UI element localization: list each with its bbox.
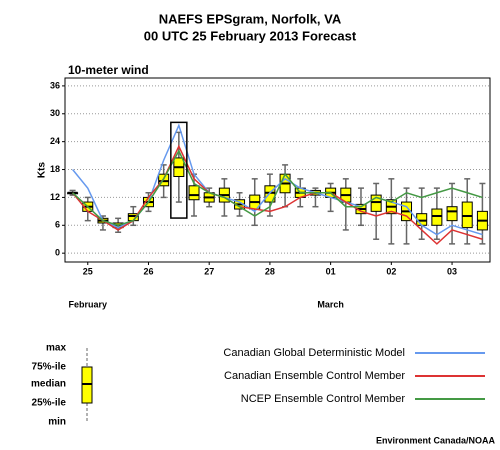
- x-tick-label: 03: [447, 266, 457, 276]
- box: [188, 185, 200, 201]
- credit: Environment Canada/NOAA: [376, 435, 496, 445]
- y-tick-label: 0: [55, 248, 60, 258]
- chart-title: NAEFS EPSgram, Norfolk, VA: [159, 11, 342, 26]
- box: [461, 201, 473, 229]
- x-tick-label: 28: [265, 266, 275, 276]
- x-tick-label: 02: [386, 266, 396, 276]
- y-tick-label: 36: [50, 80, 60, 90]
- x-tick-label: 26: [143, 266, 153, 276]
- box: [446, 206, 458, 222]
- box-key-label: min: [48, 417, 66, 428]
- month-label: February: [69, 299, 108, 309]
- y-tick-label: 12: [50, 192, 60, 202]
- legend-label: Canadian Ensemble Control Member: [224, 370, 405, 382]
- box: [416, 213, 428, 226]
- chart-subtitle: 00 UTC 25 February 2013 Forecast: [144, 28, 357, 43]
- box-key-label: max: [46, 343, 66, 354]
- x-tick-label: 25: [83, 266, 93, 276]
- series-line: [72, 144, 483, 245]
- y-tick-label: 6: [55, 220, 60, 230]
- y-axis-label: Kts: [37, 162, 48, 179]
- y-tick-label: 30: [50, 108, 60, 118]
- box-key-label: 75%-ile: [32, 362, 67, 373]
- y-tick-label: 24: [50, 136, 60, 146]
- box: [370, 194, 382, 212]
- box-key-icon: [81, 348, 93, 422]
- box-key-label: median: [31, 379, 66, 390]
- box: [431, 208, 443, 226]
- box-key-label: 25%-ile: [32, 398, 67, 409]
- panel-title: 10-meter wind: [68, 63, 149, 77]
- y-tick-label: 18: [50, 164, 60, 174]
- legend-label: NCEP Ensemble Control Member: [241, 393, 406, 405]
- series-line: [72, 149, 483, 227]
- month-label: March: [317, 299, 344, 309]
- x-tick-label: 01: [326, 266, 336, 276]
- x-tick-label: 27: [204, 266, 214, 276]
- legend-label: Canadian Global Deterministic Model: [223, 347, 405, 359]
- highlight-box: [170, 121, 188, 219]
